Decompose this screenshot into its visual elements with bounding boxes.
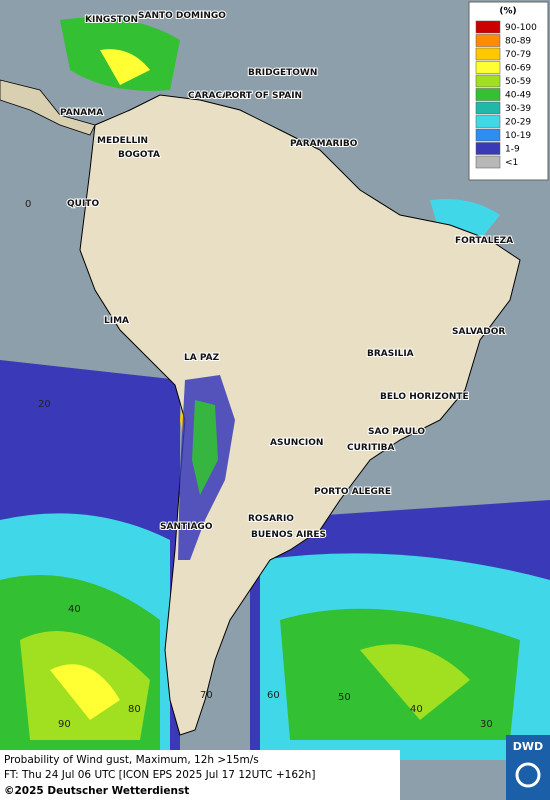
city-label: CARACAS: [188, 91, 236, 101]
grid-label: 0: [25, 199, 31, 210]
legend-label: 50-59: [505, 77, 531, 87]
city-label: MEDELLIN: [97, 136, 148, 146]
legend-title: (%): [499, 7, 516, 17]
city-label: QUITO: [67, 199, 99, 209]
legend-label: <1: [505, 158, 518, 168]
city-label: BOGOTA: [118, 150, 160, 160]
city-label: KINGSTON: [85, 15, 138, 25]
legend-label: 1-9: [505, 145, 520, 155]
footer-line: FT: Thu 24 Jul 06 UTC [ICON EPS 2025 Jul…: [4, 769, 315, 781]
legend-swatch: [475, 20, 501, 34]
legend-label: 20-29: [505, 118, 531, 128]
legend-swatch: [475, 34, 501, 47]
grid-label: 40: [68, 604, 81, 615]
grid-label: 50: [338, 692, 351, 703]
city-label: PORT OF SPAIN: [225, 91, 302, 101]
city-label: PORTO ALEGRE: [314, 487, 391, 497]
legend-swatch: [475, 142, 501, 155]
grid-label: 70: [200, 690, 213, 701]
logo-text: DWD: [513, 740, 543, 753]
city-label: BRASILIA: [367, 349, 414, 359]
grid-label: 30: [480, 719, 493, 730]
city-labels: KINGSTON SANTO DOMINGOBRIDGETOWNCARACASPO…: [59, 10, 514, 541]
grid-label: 60: [267, 690, 280, 701]
city-label: SALVADOR: [452, 327, 505, 337]
city-label: FORTALEZA: [455, 236, 513, 246]
grid-label: 80: [128, 704, 141, 715]
city-label: CURITIBA: [347, 443, 395, 453]
city-label: PANAMA: [60, 108, 103, 118]
legend-swatch: [475, 88, 501, 101]
legend-swatch: [475, 101, 501, 115]
city-label: BUENOS AIRES: [251, 530, 326, 540]
legend-swatch: [475, 155, 501, 169]
city-label: BELO HORIZONTE: [380, 392, 469, 402]
grid-labels: 0 20 40 90 80 70 60 50 40 30: [25, 199, 493, 730]
legend-swatch: [475, 115, 501, 128]
city-label: SAO PAULO: [368, 427, 425, 437]
legend-label: 10-19: [505, 131, 531, 141]
continent: [79, 94, 521, 736]
andes-field: [192, 400, 218, 495]
city-label: PARAMARIBO: [290, 139, 358, 149]
legend-label: 40-49: [505, 91, 531, 101]
logo: [506, 735, 550, 800]
city-label: BRIDGETOWN: [248, 68, 317, 78]
footer: Probability of Wind gust, Maximum, 12h >…: [0, 735, 550, 800]
city-label: SANTIAGO: [160, 522, 213, 532]
city-label: ROSARIO: [248, 514, 294, 524]
legend: (%) 90-100 80-89 70-79 60-69 50-59 40-49 30-39…: [468, 1, 549, 181]
legend-swatch: [475, 47, 501, 61]
legend-swatch: [475, 74, 501, 88]
city-label: SANTO DOMINGO: [138, 11, 226, 21]
legend-label: 30-39: [505, 104, 531, 114]
legend-swatch: [475, 61, 501, 74]
grid-label: 20: [38, 399, 51, 410]
legend-label: 80-89: [505, 37, 531, 47]
grid-label: 90: [58, 719, 71, 730]
logo-icon: [515, 762, 541, 788]
grid-label: 40: [410, 704, 423, 715]
legend-label: 70-79: [505, 50, 531, 60]
legend-label: 90-100: [505, 23, 537, 33]
legend-label: 60-69: [505, 64, 531, 74]
legend-swatch: [475, 128, 501, 142]
footer-line: Probability of Wind gust, Maximum, 12h >…: [4, 754, 259, 766]
city-label: ASUNCION: [270, 438, 323, 448]
city-label: LA PAZ: [184, 353, 220, 363]
footer-box: [0, 750, 400, 800]
city-label: LIMA: [104, 316, 129, 326]
central-america: [0, 79, 96, 136]
footer-line: ©2025 Deutscher Wetterdienst: [4, 785, 189, 797]
